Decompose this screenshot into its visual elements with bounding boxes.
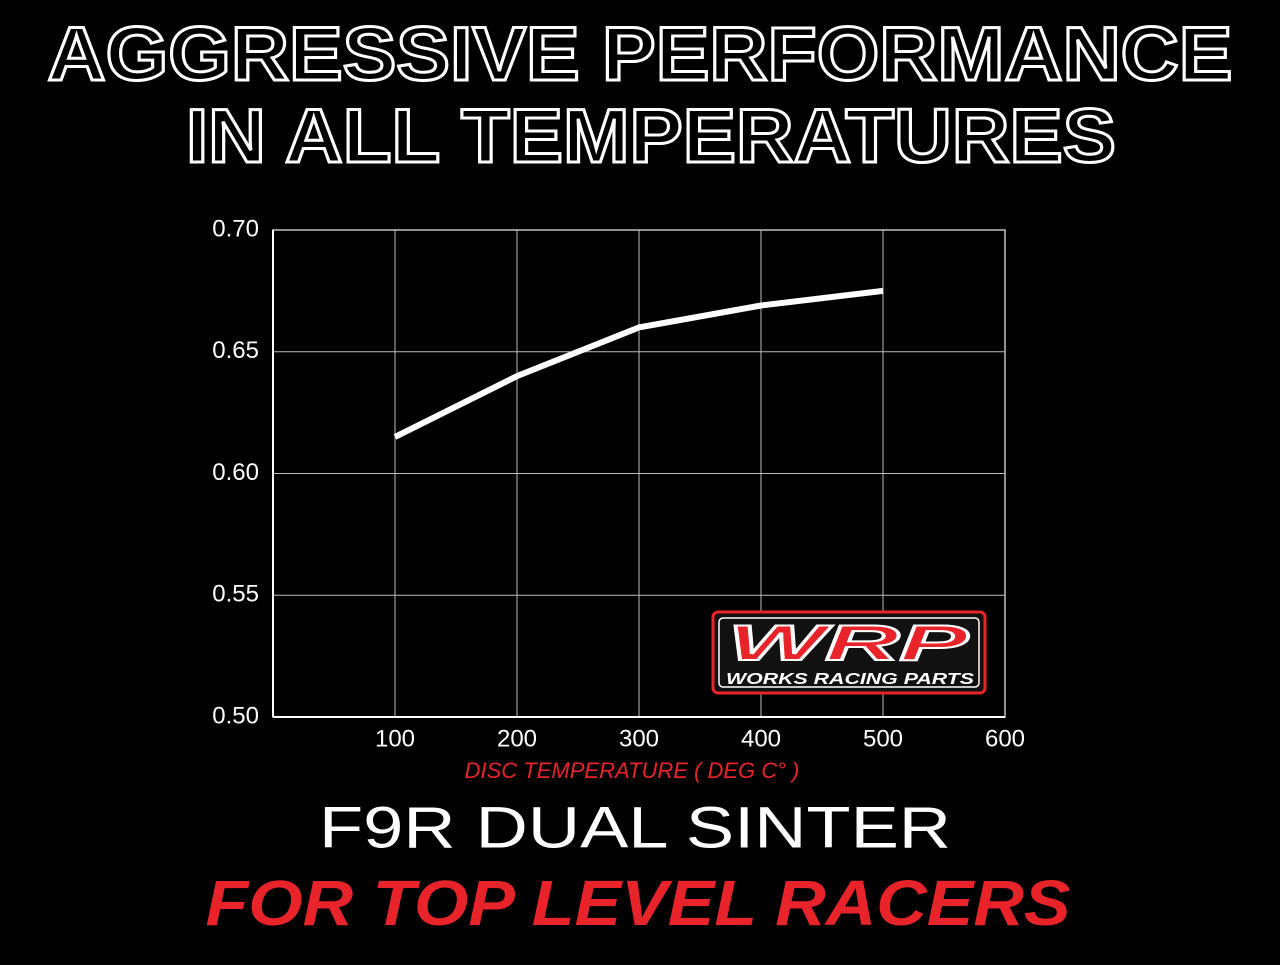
y-tick-label: 0.60	[212, 459, 259, 486]
tagline: FOR TOP LEVEL RACERS	[206, 867, 1071, 939]
logo-caption: WORKS RACING PARTS	[726, 671, 974, 688]
x-tick-label: 300	[619, 725, 659, 752]
y-tick-label: 0.70	[212, 215, 259, 242]
x-tick-label: 200	[497, 725, 537, 752]
y-tick-label: 0.55	[212, 581, 259, 608]
logo-inner-frame	[718, 617, 980, 688]
line	[393, 287, 884, 440]
y-tick-label: 0.65	[212, 337, 259, 364]
chart-title: IN ALL TEMPERATURES	[186, 94, 1116, 179]
x-tick-label: 600	[985, 725, 1025, 752]
y-tick-label: 0.50	[212, 702, 259, 729]
x-tick-label: 400	[741, 725, 781, 752]
x-axis-label: DISC TEMPERATURE ( DEG C° )	[465, 758, 800, 783]
logo-text: WRP	[728, 615, 969, 671]
x-tick-label: 100	[375, 725, 415, 752]
logo: WRP WORKS RACING PARTS	[711, 610, 987, 695]
chart-title: AGGRESSIVE PERFORMANCE	[48, 12, 1233, 97]
x-tick-label: 500	[863, 725, 903, 752]
subtitle: F9R DUAL SINTER	[319, 795, 951, 860]
logo-frame	[711, 610, 987, 695]
